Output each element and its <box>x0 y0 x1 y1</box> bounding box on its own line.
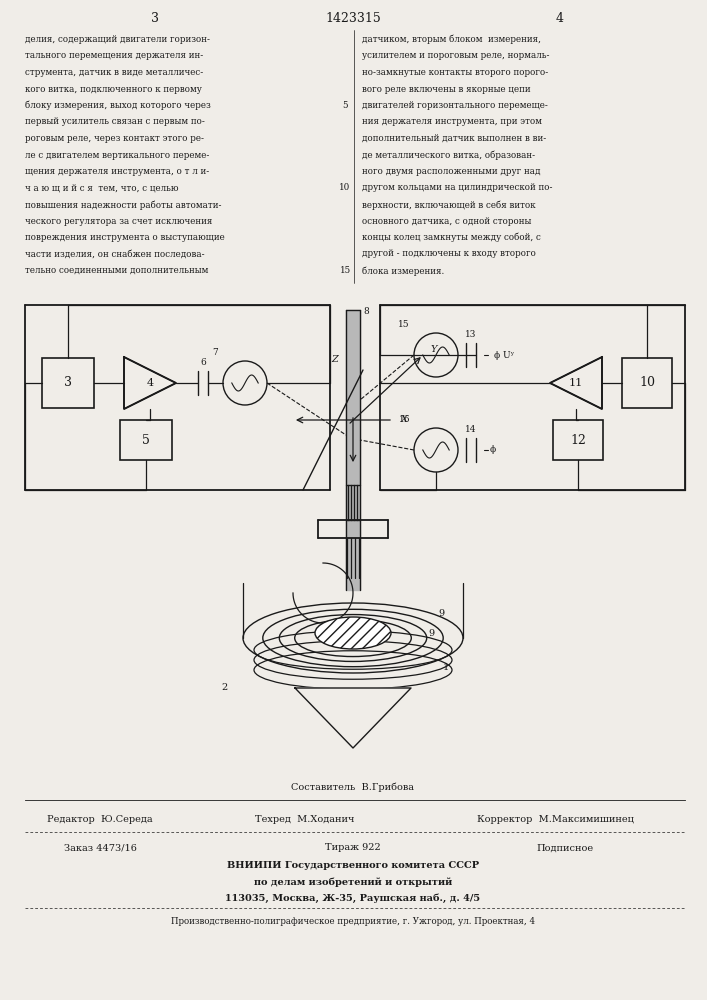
Text: блока измерения.: блока измерения. <box>362 266 444 275</box>
Text: 6: 6 <box>200 358 206 367</box>
Text: 4: 4 <box>146 378 153 388</box>
Text: блоку измерения, выход которого через: блоку измерения, выход которого через <box>25 101 211 110</box>
Text: ного двумя расположенными друг над: ного двумя расположенными друг над <box>362 167 540 176</box>
Text: вого реле включены в якорные цепи: вого реле включены в якорные цепи <box>362 85 531 94</box>
Polygon shape <box>124 357 176 409</box>
Text: 15: 15 <box>398 320 410 329</box>
Bar <box>622 358 672 408</box>
Text: 5: 5 <box>142 434 150 446</box>
Text: двигателей горизонтального перемеще-: двигателей горизонтального перемеще- <box>362 101 548 110</box>
Text: 3: 3 <box>151 11 159 24</box>
Text: щения держателя инструмента, о т л и-: щения держателя инструмента, о т л и- <box>25 167 209 176</box>
Text: 113035, Москва, Ж-35, Раушская наб., д. 4/5: 113035, Москва, Ж-35, Раушская наб., д. … <box>226 893 481 903</box>
Text: 2: 2 <box>222 684 228 692</box>
Text: Техред  М.Ходанич: Техред М.Ходанич <box>255 816 355 824</box>
Text: датчиком, вторым блоком  измерения,: датчиком, вторым блоком измерения, <box>362 35 541 44</box>
Text: другом кольцами на цилиндрической по-: другом кольцами на цилиндрической по- <box>362 184 552 192</box>
Text: струмента, датчик в виде металличес-: струмента, датчик в виде металличес- <box>25 68 203 77</box>
Text: по делам изобретений и открытий: по делам изобретений и открытий <box>254 877 452 887</box>
Text: ле с двигателем вертикального переме-: ле с двигателем вертикального переме- <box>25 150 209 159</box>
Text: другой - подключены к входу второго: другой - подключены к входу второго <box>362 249 536 258</box>
Text: 4: 4 <box>556 11 564 24</box>
Text: кого витка, подключенного к первому: кого витка, подключенного к первому <box>25 85 202 94</box>
Circle shape <box>223 361 267 405</box>
Text: ϕ Uʸ: ϕ Uʸ <box>494 351 515 360</box>
Text: 15: 15 <box>339 266 351 275</box>
Text: повреждения инструмента о выступающие: повреждения инструмента о выступающие <box>25 233 225 242</box>
Text: 5: 5 <box>342 101 348 110</box>
Text: X: X <box>401 416 408 424</box>
Text: Y: Y <box>431 346 438 355</box>
Circle shape <box>414 428 458 472</box>
Text: роговым реле, через контакт этого ре-: роговым реле, через контакт этого ре- <box>25 134 204 143</box>
Text: усилителем и пороговым реле, нормаль-: усилителем и пороговым реле, нормаль- <box>362 51 549 60</box>
Text: 10: 10 <box>339 184 351 192</box>
Text: Тираж 922: Тираж 922 <box>325 844 381 852</box>
Text: повышения надежности работы автомати-: повышения надежности работы автомати- <box>25 200 221 210</box>
Text: 10: 10 <box>639 376 655 389</box>
Bar <box>553 420 603 460</box>
Text: 13: 13 <box>465 330 477 339</box>
Bar <box>42 358 94 408</box>
Text: части изделия, он снабжен последова-: части изделия, он снабжен последова- <box>25 249 204 258</box>
Text: тельно соединенными дополнительным: тельно соединенными дополнительным <box>25 266 209 275</box>
Text: 16: 16 <box>399 415 410 424</box>
Text: делия, содержащий двигатели горизон-: делия, содержащий двигатели горизон- <box>25 35 210 44</box>
Polygon shape <box>346 310 360 590</box>
Text: 14: 14 <box>465 425 477 434</box>
Text: 11: 11 <box>569 378 583 388</box>
Text: основного датчика, с одной стороны: основного датчика, с одной стороны <box>362 217 532 226</box>
Text: 7: 7 <box>212 348 218 357</box>
Circle shape <box>414 333 458 377</box>
Text: но-замкнутые контакты второго порого-: но-замкнутые контакты второго порого- <box>362 68 548 77</box>
Text: концы колец замкнуты между собой, с: концы колец замкнуты между собой, с <box>362 233 541 242</box>
Polygon shape <box>550 357 602 409</box>
Text: Производственно-полиграфическое предприятие, г. Ужгород, ул. Проектная, 4: Производственно-полиграфическое предприя… <box>171 918 535 926</box>
Text: Z: Z <box>332 356 339 364</box>
Text: 12: 12 <box>570 434 586 446</box>
Text: 1: 1 <box>443 664 449 672</box>
Text: ВНИИПИ Государственного комитета СССР: ВНИИПИ Государственного комитета СССР <box>227 861 479 870</box>
Text: дополнительный датчик выполнен в ви-: дополнительный датчик выполнен в ви- <box>362 134 547 143</box>
Text: ϕ: ϕ <box>490 446 496 454</box>
Bar <box>120 420 172 460</box>
Text: тального перемещения держателя ин-: тального перемещения держателя ин- <box>25 51 203 60</box>
Text: Составитель  В.Грибова: Составитель В.Грибова <box>291 782 414 792</box>
Text: ческого регулятора за счет исключения: ческого регулятора за счет исключения <box>25 217 212 226</box>
Text: 3: 3 <box>64 376 72 389</box>
Text: де металлического витка, образован-: де металлического витка, образован- <box>362 150 535 160</box>
Text: верхности, включающей в себя виток: верхности, включающей в себя виток <box>362 200 536 210</box>
Text: 9: 9 <box>428 629 434 638</box>
Text: ния держателя инструмента, при этом: ния держателя инструмента, при этом <box>362 117 542 126</box>
Text: Корректор  М.Максимишинец: Корректор М.Максимишинец <box>477 816 633 824</box>
Text: Редактор  Ю.Середа: Редактор Ю.Середа <box>47 816 153 824</box>
Ellipse shape <box>315 617 391 649</box>
Text: 1423315: 1423315 <box>325 11 381 24</box>
Polygon shape <box>295 688 411 748</box>
Text: ч а ю щ и й с я  тем, что, с целью: ч а ю щ и й с я тем, что, с целью <box>25 184 178 192</box>
Text: 8: 8 <box>363 307 369 316</box>
Text: Заказ 4473/16: Заказ 4473/16 <box>64 844 136 852</box>
Text: 9: 9 <box>438 608 444 617</box>
Text: первый усилитель связан с первым по-: первый усилитель связан с первым по- <box>25 117 205 126</box>
Text: Подписное: Подписное <box>537 844 594 852</box>
